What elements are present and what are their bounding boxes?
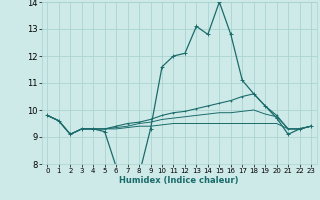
X-axis label: Humidex (Indice chaleur): Humidex (Indice chaleur) (119, 176, 239, 185)
